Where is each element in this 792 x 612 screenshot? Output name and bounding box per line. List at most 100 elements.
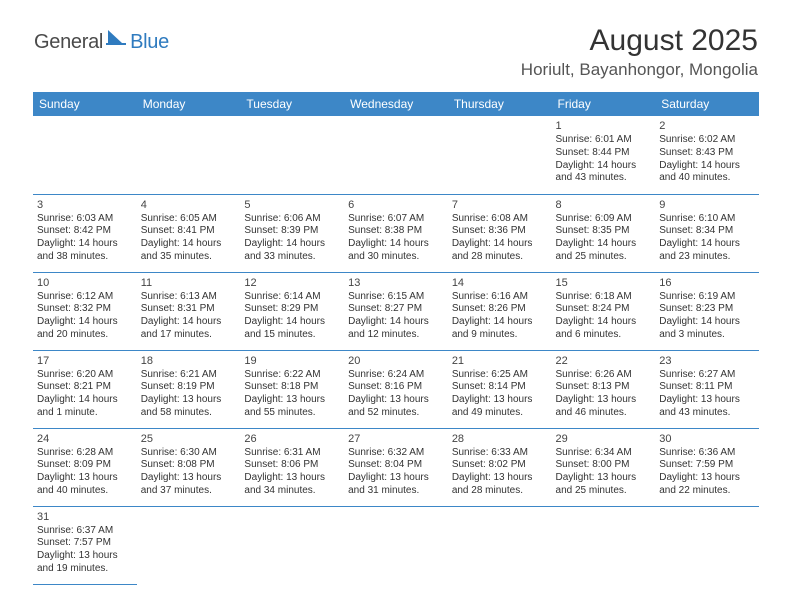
sunset-line: Sunset: 8:24 PM	[556, 303, 652, 316]
calendar-body: 1Sunrise: 6:01 AMSunset: 8:44 PMDaylight…	[33, 116, 759, 584]
sunset-line: Sunset: 8:41 PM	[141, 225, 237, 238]
sunrise-line: Sunrise: 6:31 AM	[244, 447, 340, 460]
daylight-line: Daylight: 13 hours and 58 minutes.	[141, 394, 237, 420]
sunrise-line: Sunrise: 6:05 AM	[141, 213, 237, 226]
daylight-line: Daylight: 14 hours and 25 minutes.	[556, 238, 652, 264]
calendar-cell	[137, 506, 241, 584]
weekday-header: Monday	[137, 92, 241, 116]
calendar-cell: 2Sunrise: 6:02 AMSunset: 8:43 PMDaylight…	[655, 116, 759, 194]
daylight-line: Daylight: 14 hours and 6 minutes.	[556, 316, 652, 342]
logo: General Blue	[34, 28, 169, 57]
calendar-week-row: 24Sunrise: 6:28 AMSunset: 8:09 PMDayligh…	[33, 428, 759, 506]
calendar-week-row: 10Sunrise: 6:12 AMSunset: 8:32 PMDayligh…	[33, 272, 759, 350]
day-number: 24	[37, 432, 133, 446]
day-number: 21	[452, 354, 548, 368]
sunset-line: Sunset: 8:26 PM	[452, 303, 548, 316]
sail-icon	[106, 28, 128, 51]
daylight-line: Daylight: 14 hours and 43 minutes.	[556, 160, 652, 186]
calendar-cell: 12Sunrise: 6:14 AMSunset: 8:29 PMDayligh…	[240, 272, 344, 350]
day-number: 4	[141, 198, 237, 212]
sunrise-line: Sunrise: 6:37 AM	[37, 525, 133, 538]
logo-text-general: General	[34, 31, 103, 54]
daylight-line: Daylight: 14 hours and 35 minutes.	[141, 238, 237, 264]
daylight-line: Daylight: 13 hours and 40 minutes.	[37, 472, 133, 498]
day-number: 27	[348, 432, 444, 446]
calendar-cell: 19Sunrise: 6:22 AMSunset: 8:18 PMDayligh…	[240, 350, 344, 428]
sunset-line: Sunset: 8:19 PM	[141, 381, 237, 394]
daylight-line: Daylight: 14 hours and 23 minutes.	[659, 238, 755, 264]
calendar-cell	[33, 116, 137, 194]
calendar-cell: 18Sunrise: 6:21 AMSunset: 8:19 PMDayligh…	[137, 350, 241, 428]
sunrise-line: Sunrise: 6:22 AM	[244, 369, 340, 382]
daylight-line: Daylight: 14 hours and 17 minutes.	[141, 316, 237, 342]
calendar-cell: 11Sunrise: 6:13 AMSunset: 8:31 PMDayligh…	[137, 272, 241, 350]
daylight-line: Daylight: 14 hours and 40 minutes.	[659, 160, 755, 186]
day-number: 15	[556, 276, 652, 290]
day-number: 8	[556, 198, 652, 212]
day-number: 26	[244, 432, 340, 446]
daylight-line: Daylight: 13 hours and 43 minutes.	[659, 394, 755, 420]
day-number: 19	[244, 354, 340, 368]
sunrise-line: Sunrise: 6:07 AM	[348, 213, 444, 226]
daylight-line: Daylight: 13 hours and 19 minutes.	[37, 550, 133, 576]
calendar-cell: 8Sunrise: 6:09 AMSunset: 8:35 PMDaylight…	[552, 194, 656, 272]
sunset-line: Sunset: 8:21 PM	[37, 381, 133, 394]
sunset-line: Sunset: 8:43 PM	[659, 147, 755, 160]
sunrise-line: Sunrise: 6:12 AM	[37, 291, 133, 304]
header-bar: General Blue August 2025 Horiult, Bayanh…	[0, 0, 792, 88]
day-number: 25	[141, 432, 237, 446]
calendar-week-row: 17Sunrise: 6:20 AMSunset: 8:21 PMDayligh…	[33, 350, 759, 428]
sunset-line: Sunset: 8:14 PM	[452, 381, 548, 394]
day-number: 31	[37, 510, 133, 524]
sunrise-line: Sunrise: 6:30 AM	[141, 447, 237, 460]
sunrise-line: Sunrise: 6:19 AM	[659, 291, 755, 304]
calendar-cell: 31Sunrise: 6:37 AMSunset: 7:57 PMDayligh…	[33, 506, 137, 584]
sunset-line: Sunset: 8:06 PM	[244, 459, 340, 472]
location-subtitle: Horiult, Bayanhongor, Mongolia	[521, 60, 758, 80]
sunrise-line: Sunrise: 6:32 AM	[348, 447, 444, 460]
sunrise-line: Sunrise: 6:06 AM	[244, 213, 340, 226]
sunset-line: Sunset: 8:00 PM	[556, 459, 652, 472]
calendar-cell: 4Sunrise: 6:05 AMSunset: 8:41 PMDaylight…	[137, 194, 241, 272]
day-number: 2	[659, 119, 755, 133]
sunrise-line: Sunrise: 6:20 AM	[37, 369, 133, 382]
daylight-line: Daylight: 13 hours and 46 minutes.	[556, 394, 652, 420]
sunrise-line: Sunrise: 6:09 AM	[556, 213, 652, 226]
daylight-line: Daylight: 14 hours and 33 minutes.	[244, 238, 340, 264]
sunset-line: Sunset: 8:35 PM	[556, 225, 652, 238]
calendar-cell: 9Sunrise: 6:10 AMSunset: 8:34 PMDaylight…	[655, 194, 759, 272]
calendar-cell: 21Sunrise: 6:25 AMSunset: 8:14 PMDayligh…	[448, 350, 552, 428]
sunrise-line: Sunrise: 6:10 AM	[659, 213, 755, 226]
calendar-cell: 29Sunrise: 6:34 AMSunset: 8:00 PMDayligh…	[552, 428, 656, 506]
weekday-header: Saturday	[655, 92, 759, 116]
sunrise-line: Sunrise: 6:01 AM	[556, 134, 652, 147]
day-number: 12	[244, 276, 340, 290]
sunset-line: Sunset: 8:38 PM	[348, 225, 444, 238]
weekday-header: Tuesday	[240, 92, 344, 116]
daylight-line: Daylight: 13 hours and 34 minutes.	[244, 472, 340, 498]
sunrise-line: Sunrise: 6:24 AM	[348, 369, 444, 382]
sunrise-line: Sunrise: 6:36 AM	[659, 447, 755, 460]
sunrise-line: Sunrise: 6:28 AM	[37, 447, 133, 460]
day-number: 17	[37, 354, 133, 368]
sunset-line: Sunset: 8:04 PM	[348, 459, 444, 472]
sunrise-line: Sunrise: 6:15 AM	[348, 291, 444, 304]
calendar-cell: 26Sunrise: 6:31 AMSunset: 8:06 PMDayligh…	[240, 428, 344, 506]
calendar-cell: 7Sunrise: 6:08 AMSunset: 8:36 PMDaylight…	[448, 194, 552, 272]
daylight-line: Daylight: 14 hours and 1 minute.	[37, 394, 133, 420]
calendar-week-row: 3Sunrise: 6:03 AMSunset: 8:42 PMDaylight…	[33, 194, 759, 272]
calendar-cell: 30Sunrise: 6:36 AMSunset: 7:59 PMDayligh…	[655, 428, 759, 506]
sunrise-line: Sunrise: 6:13 AM	[141, 291, 237, 304]
calendar-cell: 14Sunrise: 6:16 AMSunset: 8:26 PMDayligh…	[448, 272, 552, 350]
day-number: 9	[659, 198, 755, 212]
calendar-cell: 24Sunrise: 6:28 AMSunset: 8:09 PMDayligh…	[33, 428, 137, 506]
calendar-cell: 22Sunrise: 6:26 AMSunset: 8:13 PMDayligh…	[552, 350, 656, 428]
calendar-week-row: 31Sunrise: 6:37 AMSunset: 7:57 PMDayligh…	[33, 506, 759, 584]
sunset-line: Sunset: 8:11 PM	[659, 381, 755, 394]
sunrise-line: Sunrise: 6:26 AM	[556, 369, 652, 382]
day-number: 28	[452, 432, 548, 446]
day-number: 7	[452, 198, 548, 212]
weekday-header: Friday	[552, 92, 656, 116]
sunrise-line: Sunrise: 6:02 AM	[659, 134, 755, 147]
sunset-line: Sunset: 8:13 PM	[556, 381, 652, 394]
